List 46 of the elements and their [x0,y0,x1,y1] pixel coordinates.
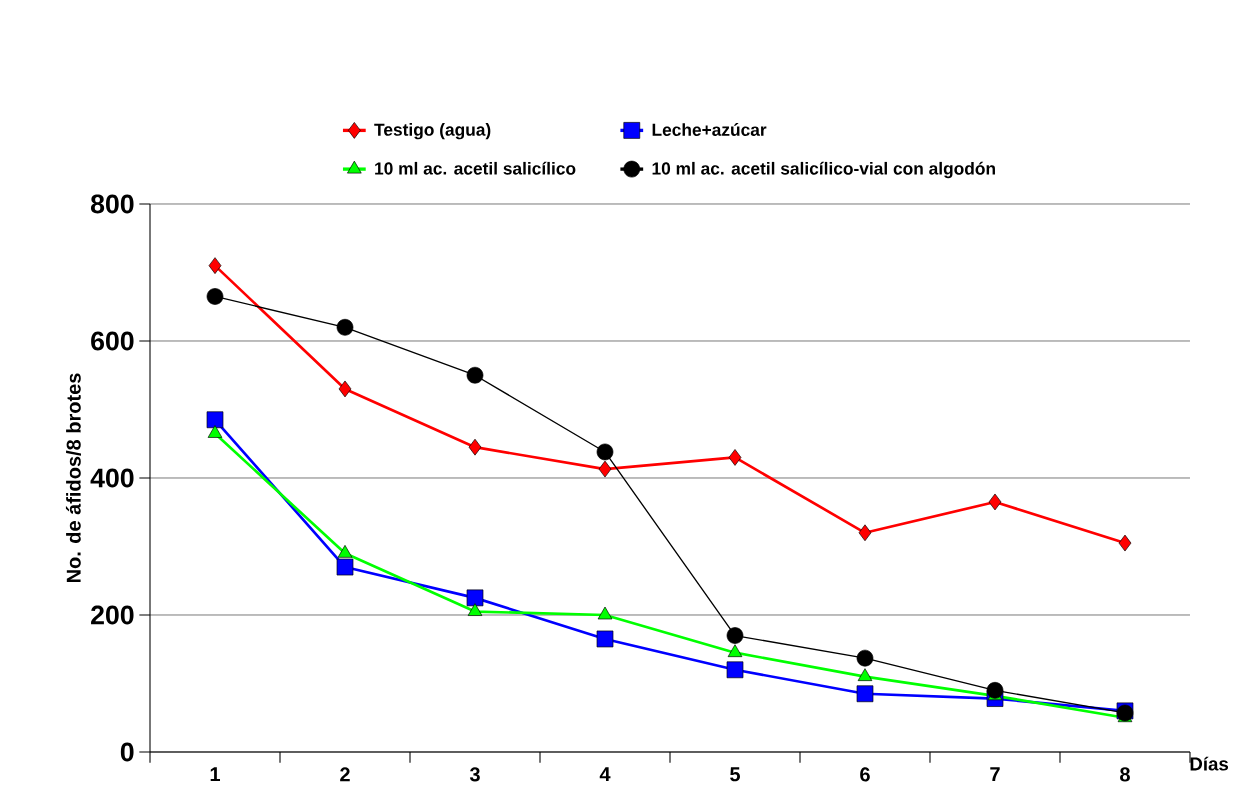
point [728,449,742,466]
x-tick-label: 7 [990,767,1000,782]
point [206,288,224,305]
point [726,627,744,644]
point [856,685,874,703]
point [986,682,1004,699]
legend-label: 10 ml ac. acetil salicílico [375,161,576,175]
y-tick-label: 200 [91,605,134,625]
legend-label: Leche+azúcar [652,123,767,136]
point [727,644,743,657]
point [467,603,483,616]
x-tick-label: 8 [1120,767,1130,782]
y-tick-label: 0 [120,742,134,762]
legend-label: Testigo (agua) [374,123,491,140]
point [207,425,223,438]
point [338,380,352,398]
point [596,443,614,461]
y-axis-title: No. de áfidos/8 brotes [65,373,81,583]
x-tick-label: 6 [860,767,870,782]
legend-label: 10 ml ac. acetil salicílico-vial con algodón [652,161,995,179]
point [208,257,222,274]
x-tick-label: 2 [340,767,350,782]
point [466,366,484,384]
point [336,558,354,576]
point [857,668,873,681]
y-tick-label: 800 [90,194,134,214]
x-tick-label: 5 [730,767,740,782]
x-tick-label: 3 [469,767,480,782]
point [337,545,353,558]
point [468,438,482,456]
point [597,606,613,620]
x-tick-label: 4 [599,767,611,782]
point [206,411,224,429]
y-tick-label: 600 [91,331,134,351]
x-axis-title: Días [1190,756,1229,771]
point [988,493,1002,511]
point [1118,534,1132,552]
point [856,649,874,667]
y-tick-label: 400 [90,468,134,488]
point [596,630,614,648]
point [598,460,612,478]
x-tick-label: 1 [210,767,220,782]
point [466,589,484,607]
point [858,524,872,542]
point [726,661,744,679]
point [336,318,354,336]
